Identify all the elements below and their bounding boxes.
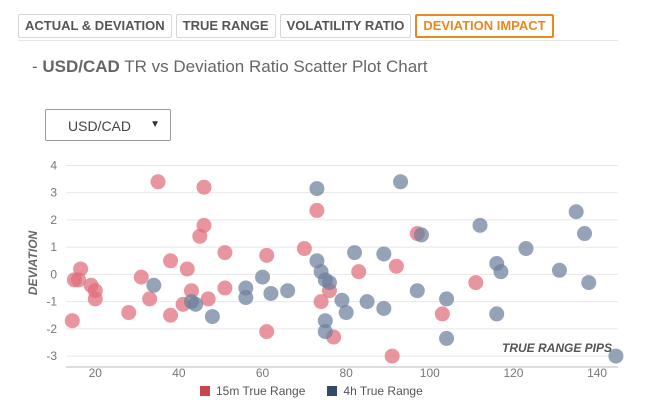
chart-legend: 15m True Range 4h True Range	[200, 384, 445, 398]
point-4h[interactable]	[347, 245, 363, 261]
point-4h[interactable]	[255, 269, 271, 285]
point-4h[interactable]	[317, 324, 333, 340]
point-15m[interactable]	[87, 291, 103, 307]
point-15m[interactable]	[388, 258, 404, 274]
currency-pair-value: USD/CAD	[68, 118, 132, 134]
x-tick-label: 80	[340, 366, 354, 380]
x-tick-label: 40	[172, 366, 186, 380]
point-15m[interactable]	[217, 245, 233, 261]
y-tick-label: 1	[50, 240, 57, 254]
point-4h[interactable]	[280, 283, 296, 299]
legend-label-4h: 4h True Range	[343, 384, 423, 398]
point-15m[interactable]	[217, 280, 233, 296]
title-pair: USD/CAD	[42, 57, 120, 76]
y-tick-label: -1	[46, 295, 57, 309]
point-15m[interactable]	[183, 283, 199, 299]
point-4h[interactable]	[551, 262, 567, 278]
point-15m[interactable]	[384, 348, 400, 364]
legend-item-15m[interactable]: 15m True Range	[200, 384, 305, 398]
x-tick-label: 140	[587, 366, 607, 380]
point-15m[interactable]	[259, 247, 275, 263]
point-15m[interactable]	[196, 217, 212, 233]
point-15m[interactable]	[296, 241, 312, 257]
tab-bar: ACTUAL & DEVIATION TRUE RANGE VOLATILITY…	[18, 14, 558, 38]
y-tick-labels: 4 3 2 1 0 -1 -2 -3	[46, 158, 57, 363]
x-tick-label: 20	[89, 366, 103, 380]
point-15m[interactable]	[196, 179, 212, 195]
y-tick-label: -2	[46, 322, 57, 336]
point-15m[interactable]	[309, 202, 325, 218]
y-tick-label: 2	[50, 213, 57, 227]
point-15m[interactable]	[434, 306, 450, 322]
point-4h[interactable]	[518, 241, 534, 257]
legend-swatch-4h	[327, 386, 338, 396]
x-tick-label: 100	[420, 366, 440, 380]
tab-true-range[interactable]: TRUE RANGE	[175, 14, 276, 38]
point-15m[interactable]	[163, 253, 179, 269]
point-4h[interactable]	[376, 300, 392, 316]
x-axis-label: TRUE RANGE PIPS	[502, 341, 612, 355]
legend-item-4h[interactable]: 4h True Range	[327, 384, 423, 398]
tab-actual-deviation[interactable]: ACTUAL & DEVIATION	[18, 14, 172, 38]
point-4h[interactable]	[568, 204, 584, 220]
point-4h[interactable]	[146, 277, 162, 293]
caret-down-icon: ▼	[150, 119, 160, 130]
point-4h[interactable]	[238, 290, 254, 306]
point-15m[interactable]	[133, 269, 149, 285]
point-15m[interactable]	[259, 324, 275, 340]
point-4h[interactable]	[439, 330, 455, 346]
point-15m[interactable]	[468, 275, 484, 291]
point-4h[interactable]	[317, 313, 333, 329]
tab-divider	[18, 40, 618, 41]
point-4h[interactable]	[334, 292, 350, 308]
chart-points	[64, 174, 624, 364]
currency-pair-select[interactable]: USD/CAD ▼	[45, 109, 171, 141]
legend-swatch-15m	[200, 386, 210, 396]
point-15m[interactable]	[200, 291, 216, 307]
point-15m[interactable]	[73, 261, 89, 277]
point-15m[interactable]	[313, 294, 329, 310]
x-tick-label: 120	[503, 366, 523, 380]
chart-gridlines	[66, 164, 618, 357]
page-title: - USD/CAD TR vs Deviation Ratio Scatter …	[32, 57, 428, 77]
point-4h[interactable]	[393, 174, 409, 190]
legend-label-15m: 15m True Range	[216, 384, 306, 398]
point-4h[interactable]	[376, 246, 392, 262]
point-4h[interactable]	[493, 264, 509, 280]
point-15m[interactable]	[121, 305, 137, 321]
point-15m[interactable]	[64, 313, 80, 329]
title-dash: -	[32, 57, 43, 76]
point-15m[interactable]	[142, 291, 158, 307]
tab-volatility-ratio[interactable]: VOLATILITY RATIO	[279, 14, 412, 38]
x-tick-label: 60	[256, 366, 270, 380]
point-4h[interactable]	[188, 296, 204, 312]
y-axis-label: DEVIATION	[26, 230, 40, 295]
point-15m[interactable]	[163, 307, 179, 323]
y-tick-label: -3	[46, 349, 57, 363]
point-4h[interactable]	[489, 306, 505, 322]
point-4h[interactable]	[413, 227, 429, 243]
point-15m[interactable]	[179, 261, 195, 277]
point-4h[interactable]	[472, 217, 488, 233]
x-tick-labels: 20 40 60 80 100 120 140	[89, 366, 608, 380]
tab-deviation-impact[interactable]: DEVIATION IMPACT	[415, 14, 554, 38]
y-tick-label: 3	[50, 186, 57, 200]
point-4h[interactable]	[204, 309, 220, 325]
y-tick-label: 4	[50, 158, 57, 172]
point-15m[interactable]	[351, 264, 367, 280]
point-4h[interactable]	[309, 181, 325, 197]
point-4h[interactable]	[608, 348, 624, 364]
point-4h[interactable]	[409, 283, 425, 299]
y-tick-label: 0	[50, 267, 57, 281]
point-4h[interactable]	[263, 285, 279, 301]
point-4h[interactable]	[359, 294, 375, 310]
point-4h[interactable]	[321, 275, 337, 291]
title-text: TR vs Deviation Ratio Scatter Plot Chart	[119, 57, 428, 76]
point-4h[interactable]	[581, 275, 597, 291]
point-4h[interactable]	[577, 226, 593, 242]
point-4h[interactable]	[338, 305, 354, 321]
point-15m[interactable]	[150, 174, 166, 190]
point-4h[interactable]	[439, 291, 455, 307]
